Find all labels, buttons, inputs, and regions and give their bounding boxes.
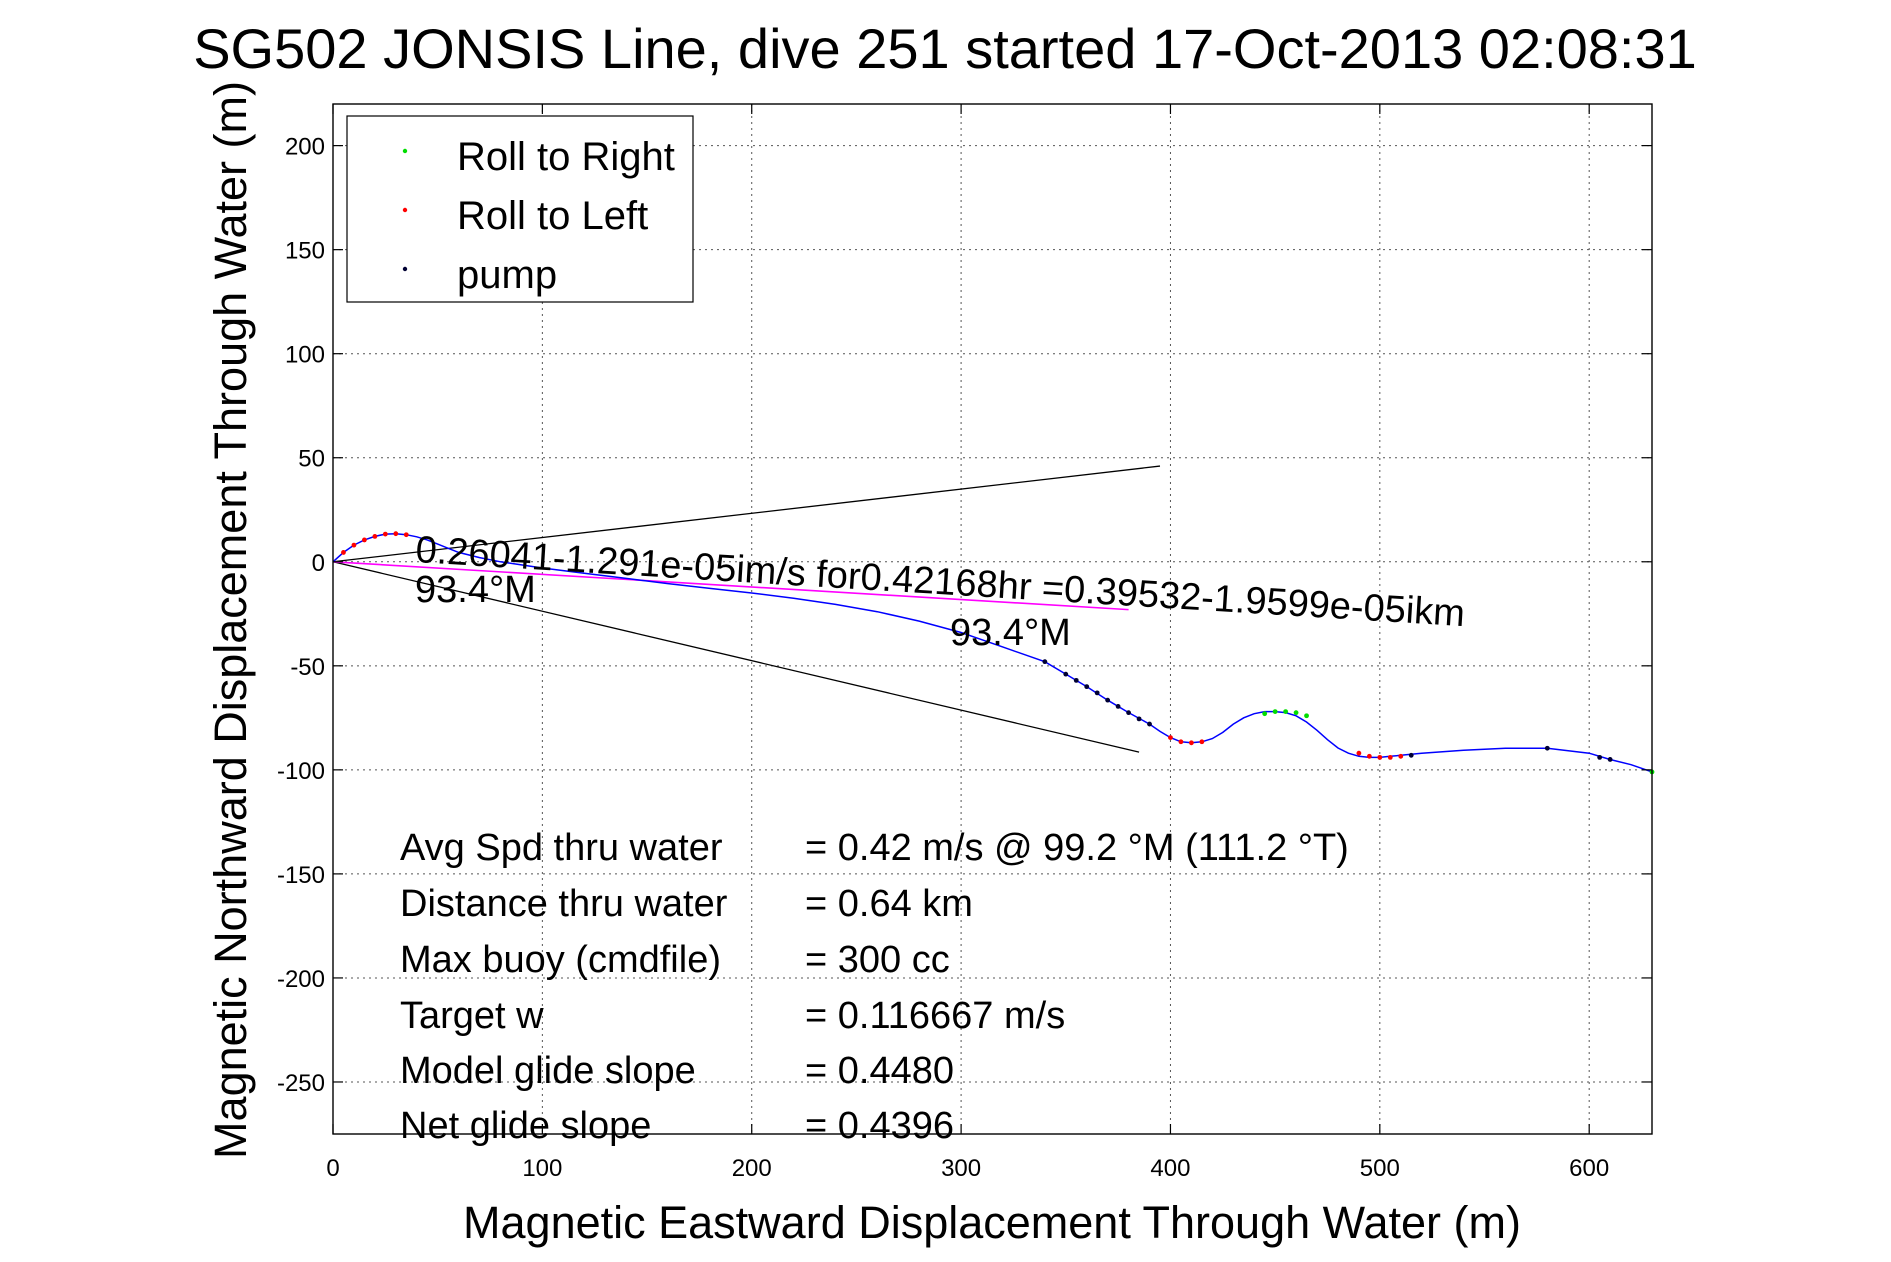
marker-roll-left bbox=[382, 531, 388, 537]
x-tick-label: 0 bbox=[326, 1155, 339, 1182]
y-tick-label: 200 bbox=[285, 134, 325, 161]
marker-roll-left bbox=[1188, 740, 1194, 746]
y-tick-label: -250 bbox=[277, 1070, 325, 1097]
stat-label-avg-speed: Avg Spd thru water bbox=[400, 827, 723, 869]
marker-pump bbox=[1597, 754, 1603, 760]
marker-pump bbox=[1136, 716, 1142, 722]
marker-roll-left bbox=[351, 542, 357, 548]
marker-pump bbox=[1105, 697, 1111, 703]
x-tick-label: 200 bbox=[732, 1155, 772, 1182]
cone-line-upper bbox=[332, 465, 1161, 563]
series-markers bbox=[341, 531, 1655, 775]
stat-label-distance: Distance thru water bbox=[400, 883, 728, 925]
marker-roll-right bbox=[1262, 711, 1268, 717]
legend-marker-roll-right bbox=[402, 148, 408, 154]
marker-roll-right bbox=[1283, 709, 1289, 714]
marker-pump bbox=[1147, 721, 1152, 727]
marker-pump bbox=[1607, 757, 1613, 762]
x-tick-label: 500 bbox=[1360, 1155, 1400, 1182]
marker-roll-left bbox=[362, 537, 367, 543]
y-axis-label: Magnetic Northward Displacement Through … bbox=[205, 81, 256, 1159]
legend-label-roll-left: Roll to Left bbox=[457, 194, 648, 238]
x-axis-label: Magnetic Eastward Displacement Through W… bbox=[463, 1197, 1521, 1248]
legend-marker-pump bbox=[402, 266, 408, 272]
x-tick-label: 400 bbox=[1150, 1155, 1190, 1182]
y-tick-label: -200 bbox=[277, 966, 325, 993]
marker-pump bbox=[1042, 659, 1048, 665]
marker-roll-left bbox=[1356, 750, 1362, 756]
marker-roll-right bbox=[1293, 710, 1299, 716]
speed-label: 0.26041-1.291e-05im/s for0.42168hr =0.39… bbox=[414, 529, 1466, 635]
legend-label-roll-right: Roll to Right bbox=[457, 135, 675, 179]
marker-roll-right bbox=[1304, 713, 1309, 719]
stat-value-avg-speed: = 0.42 m/s @ 99.2 °M (111.2 °T) bbox=[805, 827, 1349, 869]
marker-pump bbox=[1115, 703, 1121, 709]
legend-label-pump: pump bbox=[457, 253, 557, 297]
marker-roll-left bbox=[1387, 754, 1393, 760]
marker-pump bbox=[1073, 677, 1079, 683]
stat-value-model-glide: = 0.4480 bbox=[805, 1050, 954, 1092]
stat-value-net-glide: = 0.4396 bbox=[805, 1105, 954, 1147]
plot-frame bbox=[332, 103, 1653, 1135]
heading-label-end: 93.4°M bbox=[950, 612, 1071, 654]
marker-pump bbox=[1084, 684, 1090, 690]
marker-pump bbox=[1544, 745, 1550, 751]
heading-line bbox=[332, 560, 1129, 611]
chart-title: SG502 JONSIS Line, dive 251 started 17-O… bbox=[193, 17, 1697, 80]
stat-label-model-glide: Model glide slope bbox=[400, 1050, 696, 1092]
cone-line-lower bbox=[332, 561, 1140, 753]
marker-roll-left bbox=[1377, 754, 1383, 760]
marker-roll-left bbox=[1199, 739, 1205, 745]
marker-roll-left bbox=[1366, 753, 1372, 759]
marker-pump bbox=[1094, 690, 1100, 696]
marker-roll-left bbox=[1168, 735, 1173, 741]
stat-value-max-buoy: = 300 cc bbox=[805, 939, 950, 981]
heading-annotations: 0.26041-1.291e-05im/s for0.42168hr =0.39… bbox=[414, 529, 1466, 654]
grid bbox=[333, 104, 1652, 1134]
stat-value-target-w: = 0.116667 m/s bbox=[805, 995, 1065, 1037]
x-tick-label: 300 bbox=[941, 1155, 981, 1182]
stat-label-net-glide: Net glide slope bbox=[400, 1105, 651, 1147]
marker-roll-left bbox=[1398, 753, 1404, 759]
legend-marker-roll-left bbox=[402, 207, 408, 213]
cone-lines bbox=[332, 465, 1161, 753]
stat-label-target-w: Target w bbox=[400, 995, 544, 1037]
marker-roll-right bbox=[1272, 709, 1278, 714]
marker-roll-left bbox=[393, 531, 399, 537]
marker-roll-left bbox=[403, 532, 409, 538]
y-tick-label: 0 bbox=[312, 550, 325, 577]
heading-label-start: 93.4°M bbox=[415, 569, 536, 611]
y-tick-label: -100 bbox=[277, 758, 325, 785]
marker-roll-left bbox=[341, 550, 346, 555]
marker-pump bbox=[1126, 710, 1131, 716]
marker-roll-left bbox=[1178, 739, 1184, 745]
y-tick-label: 150 bbox=[285, 238, 325, 265]
y-tick-label: 100 bbox=[285, 342, 325, 369]
marker-pump bbox=[1408, 752, 1414, 758]
tick-labels: 0 100 200 300 400 500 600200150100500-50-100-1… bbox=[277, 104, 1652, 1182]
legend: Roll to Right Roll to Left pump bbox=[346, 115, 694, 303]
stats-block: Avg Spd thru water = 0.42 m/s @ 99.2 °M … bbox=[400, 827, 1349, 1147]
stat-label-max-buoy: Max buoy (cmdfile) bbox=[400, 939, 721, 981]
y-tick-label: -50 bbox=[290, 654, 325, 681]
y-tick-label: -150 bbox=[277, 862, 325, 889]
stat-value-distance: = 0.64 km bbox=[805, 883, 973, 925]
x-tick-label: 600 bbox=[1569, 1155, 1609, 1182]
x-tick-label: 100 bbox=[522, 1155, 562, 1182]
y-tick-label: 50 bbox=[298, 446, 325, 473]
marker-roll-left bbox=[372, 533, 378, 539]
marker-pump bbox=[1063, 671, 1069, 677]
